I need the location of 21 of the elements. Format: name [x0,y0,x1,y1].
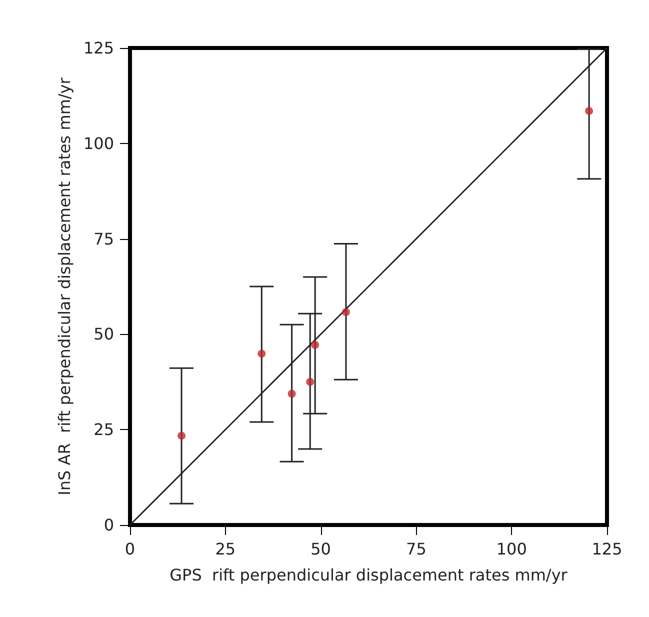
x-tick-label: 75 [406,540,426,558]
y-tick-label: 50 [94,324,114,344]
y-tick-label: 100 [83,134,114,153]
x-tick-label: 50 [310,540,331,558]
x-axis-title: GPS rift perpendicular displacement rates mm/yr [170,566,568,584]
point [311,340,320,349]
y-tick-label: 25 [94,420,114,440]
point [585,106,594,115]
x-tick-label: 0 [124,540,136,558]
point [342,308,350,316]
y-tick-label: 0 [104,516,114,534]
point [178,432,186,440]
y-tick-label: 125 [83,38,114,58]
x-tick-label: 125 [592,540,622,558]
point [288,390,296,398]
x-tick-label: 100 [496,540,527,558]
y-tick-label: 75 [94,229,114,248]
point [306,378,314,386]
x-tick-label: 25 [215,540,236,558]
y-axis-title: InS AR rift perpendicular displacement rates mm/yr [55,77,74,496]
point [258,350,266,358]
